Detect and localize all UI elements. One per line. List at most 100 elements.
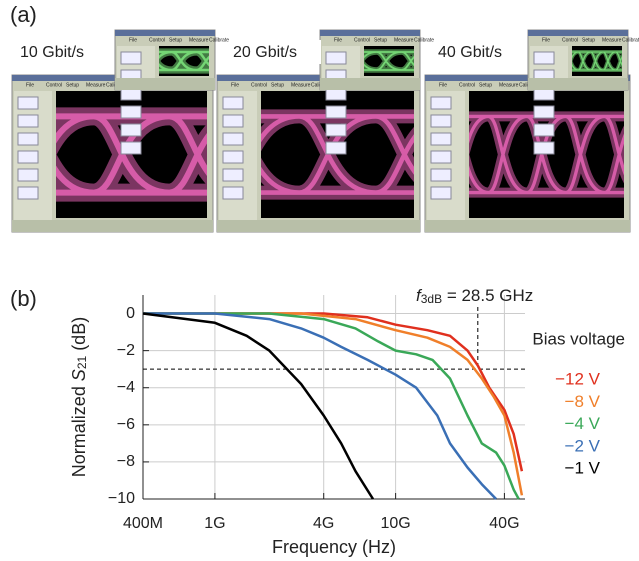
- panel-label: (b): [10, 286, 37, 311]
- legend-entry: −1 V: [565, 459, 601, 478]
- legend-entry: −4 V: [565, 414, 601, 433]
- y-tick-label: −8: [117, 453, 135, 470]
- menu-item: Setup: [479, 82, 492, 88]
- legend-entry: −12 V: [555, 369, 601, 388]
- annotation-part: 3dB: [421, 292, 442, 306]
- menu-item: Control: [251, 82, 267, 88]
- status-bar: [320, 78, 420, 90]
- side-button: [533, 105, 555, 119]
- side-button: [222, 132, 244, 146]
- side-button: [533, 123, 555, 137]
- y-tick-label: 0: [126, 305, 135, 322]
- label-bg: [16, 40, 108, 64]
- side-button: [430, 150, 452, 164]
- menu-item: Control: [562, 37, 578, 43]
- status-bar: [115, 78, 215, 90]
- side-button: [17, 114, 39, 128]
- status-bar: [12, 220, 213, 232]
- side-button: [325, 105, 347, 119]
- side-button: [222, 150, 244, 164]
- side-button: [430, 132, 452, 146]
- menu-item: File: [26, 82, 34, 88]
- menu-item: Measure: [291, 82, 311, 88]
- y-tick-label: −4: [117, 379, 135, 396]
- menu-item: File: [129, 37, 137, 43]
- status-bar: [425, 220, 630, 232]
- annotation-part: = 28.5 GHz: [442, 286, 533, 305]
- side-button: [17, 186, 39, 200]
- title-bar: [320, 30, 420, 36]
- side-button: [430, 114, 452, 128]
- side-button: [325, 141, 347, 155]
- side-button: [120, 105, 142, 119]
- menu-item: Measure: [499, 82, 519, 88]
- eye-diagram-panel: FileControlSetupMeasureCalibrateFileCont…: [11, 29, 639, 233]
- y-tick-label: −6: [117, 416, 135, 433]
- annotation: f3dB = 28.5 GHz: [416, 286, 533, 306]
- side-button: [120, 123, 142, 137]
- menu-item: Control: [46, 82, 62, 88]
- annotation-part: f: [416, 286, 423, 305]
- legend-entry: −2 V: [565, 436, 601, 455]
- plot: 400M 1G 4G 10G 40G 0 −2 −4 −6 −8 −10 Bias voltage −1…: [69, 286, 625, 556]
- menu-item: Control: [149, 37, 165, 43]
- menu-item: Calibrate: [622, 37, 639, 43]
- y-axis-label-part: (dB): [69, 317, 89, 356]
- side-button: [120, 141, 142, 155]
- menu-item: Calibrate: [414, 37, 434, 43]
- series-line: [142, 312, 375, 500]
- menu-item: File: [334, 37, 342, 43]
- label-bg: [229, 40, 321, 64]
- eye-trace-core: [572, 51, 622, 71]
- side-button: [325, 51, 347, 65]
- x-tick-label: 40G: [489, 515, 519, 532]
- side-button: [533, 51, 555, 65]
- bitrate-label: 20 Gbit/s: [233, 44, 297, 61]
- legend-title: Bias voltage: [532, 329, 625, 348]
- label-bg: [434, 40, 526, 64]
- menu-item: Setup: [582, 37, 595, 43]
- x-axis-label: Frequency (Hz): [272, 537, 396, 557]
- status-bar: [217, 220, 420, 232]
- side-button: [533, 141, 555, 155]
- title-bar: [528, 30, 628, 36]
- panel-label: (a): [10, 2, 37, 27]
- series-line: [143, 312, 524, 496]
- side-button: [120, 51, 142, 65]
- eye-trace-core: [364, 51, 414, 71]
- y-axis-label-part: S: [69, 369, 89, 381]
- y-axis-label: Normalized S21 (dB): [69, 317, 89, 477]
- title-bar: [115, 30, 215, 36]
- bitrate-label: 10 Gbit/s: [20, 44, 84, 61]
- side-button: [430, 96, 452, 110]
- x-tick-label: 4G: [313, 515, 334, 532]
- menu-item: Control: [354, 37, 370, 43]
- side-button: [325, 123, 347, 137]
- y-axis-label-part: Normalized: [69, 381, 89, 477]
- title-bar: [12, 75, 213, 81]
- menu-item: Calibrate: [209, 37, 229, 43]
- menu-item: Measure: [86, 82, 106, 88]
- menu-item: Measure: [394, 37, 414, 43]
- side-button: [17, 168, 39, 182]
- menu-item: Setup: [374, 37, 387, 43]
- bitrate-label: 40 Gbit/s: [438, 44, 502, 61]
- side-button: [222, 96, 244, 110]
- menu-item: Setup: [271, 82, 284, 88]
- side-button: [222, 168, 244, 182]
- x-tick-label: 10G: [380, 515, 410, 532]
- x-tick-label: 1G: [204, 515, 225, 532]
- y-tick-label: −2: [117, 342, 135, 359]
- eye-trace-core: [159, 50, 209, 72]
- menu-item: Measure: [189, 37, 209, 43]
- status-bar: [528, 78, 628, 90]
- side-button: [17, 150, 39, 164]
- series-line: [143, 312, 524, 472]
- series-line: [143, 312, 497, 500]
- menu-item: Setup: [169, 37, 182, 43]
- side-button: [17, 96, 39, 110]
- title-bar: [217, 75, 420, 81]
